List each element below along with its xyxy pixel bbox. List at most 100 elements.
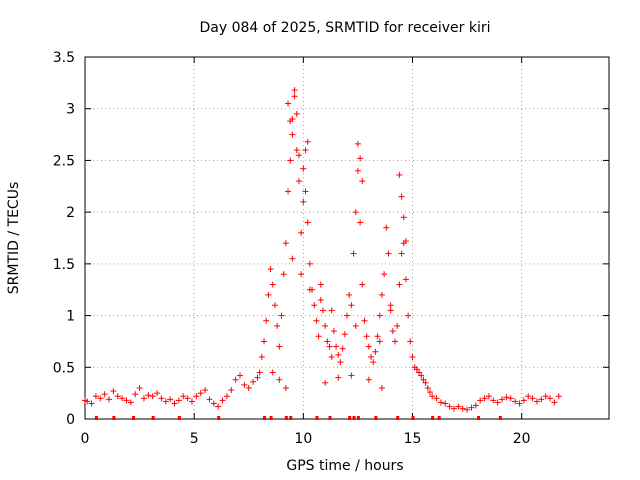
data-point — [256, 369, 263, 376]
x-tick-label: 0 — [81, 431, 90, 447]
data-point — [276, 343, 283, 350]
data-point — [551, 399, 558, 406]
x-tick-label: 10 — [294, 431, 312, 447]
data-point — [291, 87, 298, 94]
data-point — [282, 384, 289, 391]
data-point — [446, 403, 453, 410]
data-point — [352, 322, 359, 329]
baseline-marker — [112, 416, 116, 420]
data-point — [298, 271, 305, 278]
baseline-marker — [289, 416, 293, 420]
data-point — [409, 353, 416, 360]
data-point — [398, 193, 405, 200]
data-point — [123, 397, 130, 404]
data-point — [387, 302, 394, 309]
data-point — [250, 378, 257, 385]
data-point — [396, 171, 403, 178]
data-point — [306, 286, 313, 293]
data-point — [219, 397, 226, 404]
data-point — [97, 395, 104, 402]
baseline-marker — [94, 416, 98, 420]
baseline-marker — [411, 416, 415, 420]
x-axis-label: GPS time / hours — [286, 458, 403, 474]
data-point — [402, 238, 409, 245]
data-point — [136, 384, 143, 391]
data-point — [407, 338, 414, 345]
data-point — [354, 140, 361, 147]
data-point — [538, 396, 545, 403]
y-tick-label: 3.5 — [53, 50, 75, 66]
data-point — [92, 393, 99, 400]
data-point — [392, 338, 399, 345]
data-point — [276, 376, 283, 383]
data-point — [472, 402, 479, 409]
data-point — [450, 405, 457, 412]
data-point — [383, 224, 390, 231]
data-point — [381, 271, 388, 278]
baseline-marker — [477, 416, 480, 420]
data-point — [317, 297, 324, 304]
data-point — [402, 276, 409, 283]
x-tick-label: 20 — [513, 431, 531, 447]
data-point — [348, 302, 355, 309]
data-point — [188, 398, 195, 405]
data-point — [140, 395, 147, 402]
data-point — [285, 188, 292, 195]
baseline-marker — [374, 416, 378, 420]
data-point — [298, 229, 305, 236]
data-point — [352, 209, 359, 216]
data-point — [335, 374, 342, 381]
y-tick-label: 1.5 — [53, 257, 75, 273]
data-point — [149, 393, 156, 400]
data-point — [302, 147, 309, 154]
data-point — [184, 395, 191, 402]
data-point — [357, 155, 364, 162]
data-point — [422, 379, 429, 386]
data-point — [291, 93, 298, 100]
axis-ticks: 0 0.5 1 1.5 2 2.5 3 3.5 0 5 10 15 20 — [53, 50, 609, 447]
baseline-marker — [269, 416, 273, 420]
data-point — [223, 393, 230, 400]
data-point — [378, 291, 385, 298]
data-point — [396, 281, 403, 288]
data-point — [459, 405, 466, 412]
data-point — [287, 157, 294, 164]
data-point — [293, 147, 300, 154]
data-point — [400, 214, 407, 221]
data-point — [145, 392, 152, 399]
data-point — [175, 397, 182, 404]
data-point — [555, 393, 562, 400]
baseline-marker — [396, 416, 400, 420]
data-point — [344, 312, 350, 319]
data-point — [293, 110, 300, 117]
data-point — [322, 322, 329, 329]
data-point — [119, 395, 126, 402]
data-point — [525, 393, 532, 400]
data-point — [206, 396, 213, 403]
data-points — [82, 87, 562, 413]
data-point — [359, 178, 366, 185]
data-point — [265, 291, 272, 298]
data-point — [420, 376, 427, 383]
data-point — [84, 398, 91, 405]
gridlines — [85, 57, 609, 419]
baseline-marker — [431, 416, 435, 420]
data-point — [542, 393, 549, 400]
data-point — [330, 328, 337, 335]
data-point — [267, 266, 274, 273]
data-point — [346, 291, 353, 298]
data-point — [370, 359, 377, 366]
chart-title: Day 084 of 2025, SRMTID for receiver kir… — [199, 20, 490, 36]
data-point — [361, 317, 368, 324]
data-point — [398, 250, 405, 257]
data-point — [162, 398, 169, 405]
data-point — [547, 395, 554, 402]
baseline-marker — [328, 416, 332, 420]
data-point — [171, 400, 178, 407]
data-point — [376, 312, 383, 319]
baseline-marker — [437, 416, 441, 420]
data-point — [114, 393, 121, 400]
data-point — [387, 307, 394, 314]
plot-frame — [84, 56, 610, 420]
data-point — [455, 403, 462, 410]
